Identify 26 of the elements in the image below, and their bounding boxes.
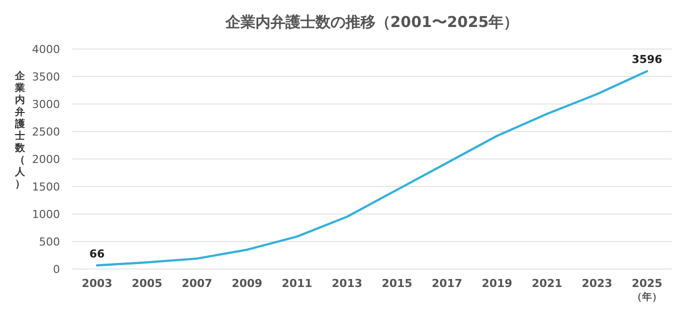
x-axis-title: （年） bbox=[632, 291, 662, 303]
y-tick-label: 0 bbox=[53, 263, 60, 276]
x-tick-label: 2007 bbox=[182, 277, 212, 290]
y-tick-label: 2500 bbox=[32, 126, 60, 138]
x-tick-label: 2009 bbox=[232, 277, 262, 290]
x-tick-label: 2017 bbox=[432, 277, 462, 290]
x-tick-label: 2013 bbox=[332, 277, 362, 290]
data-label: 66 bbox=[89, 247, 105, 260]
y-tick-label: 500 bbox=[39, 236, 60, 248]
x-tick-label: 2011 bbox=[282, 277, 312, 290]
x-tick-label: 2003 bbox=[82, 277, 112, 290]
x-tick-label: 2025 bbox=[632, 277, 662, 290]
x-tick-label: 2015 bbox=[382, 277, 412, 290]
chart-title: 企業内弁護士数の推移（2001〜2025年） bbox=[224, 13, 519, 31]
text: 企業内弁護士数（人） bbox=[15, 71, 25, 190]
x-tick-label: 2005 bbox=[132, 277, 162, 290]
x-tick-label: 2019 bbox=[482, 277, 512, 290]
y-tick-label: 1500 bbox=[32, 180, 60, 194]
y-tick-label: 3500 bbox=[32, 70, 60, 84]
data-label: 3596 bbox=[632, 53, 663, 66]
x-tick-label: 2023 bbox=[582, 277, 612, 290]
y-tick-label: 1000 bbox=[32, 208, 60, 221]
y-tick-label: 2000 bbox=[32, 153, 60, 166]
x-tick-label: 2021 bbox=[532, 277, 562, 290]
y-tick-label: 4000 bbox=[32, 43, 60, 56]
y-tick-label: 3000 bbox=[32, 98, 60, 111]
